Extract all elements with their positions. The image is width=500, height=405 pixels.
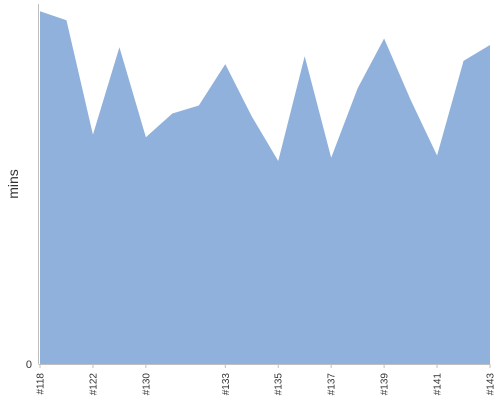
x-tick-label: #143 <box>486 373 497 396</box>
area-series <box>40 11 490 364</box>
axis-layer <box>38 4 490 365</box>
x-tick-label: #130 <box>141 373 152 396</box>
x-tick-label: #122 <box>88 373 99 396</box>
x-tick-label: #139 <box>380 373 391 396</box>
x-tick-label: #135 <box>274 373 285 396</box>
area-layer <box>40 11 490 364</box>
x-tick-label: #141 <box>433 373 444 396</box>
tick-layer: 0 #118 #122 #130 #133 #135 #137 #139 #141 #143 <box>26 359 497 395</box>
y-axis-label: mins <box>5 169 21 199</box>
y-tick-label: 0 <box>26 359 32 371</box>
x-tick-label: #133 <box>221 373 232 396</box>
x-tick-label: #118 <box>36 373 47 395</box>
x-tick-label: #137 <box>327 373 338 396</box>
